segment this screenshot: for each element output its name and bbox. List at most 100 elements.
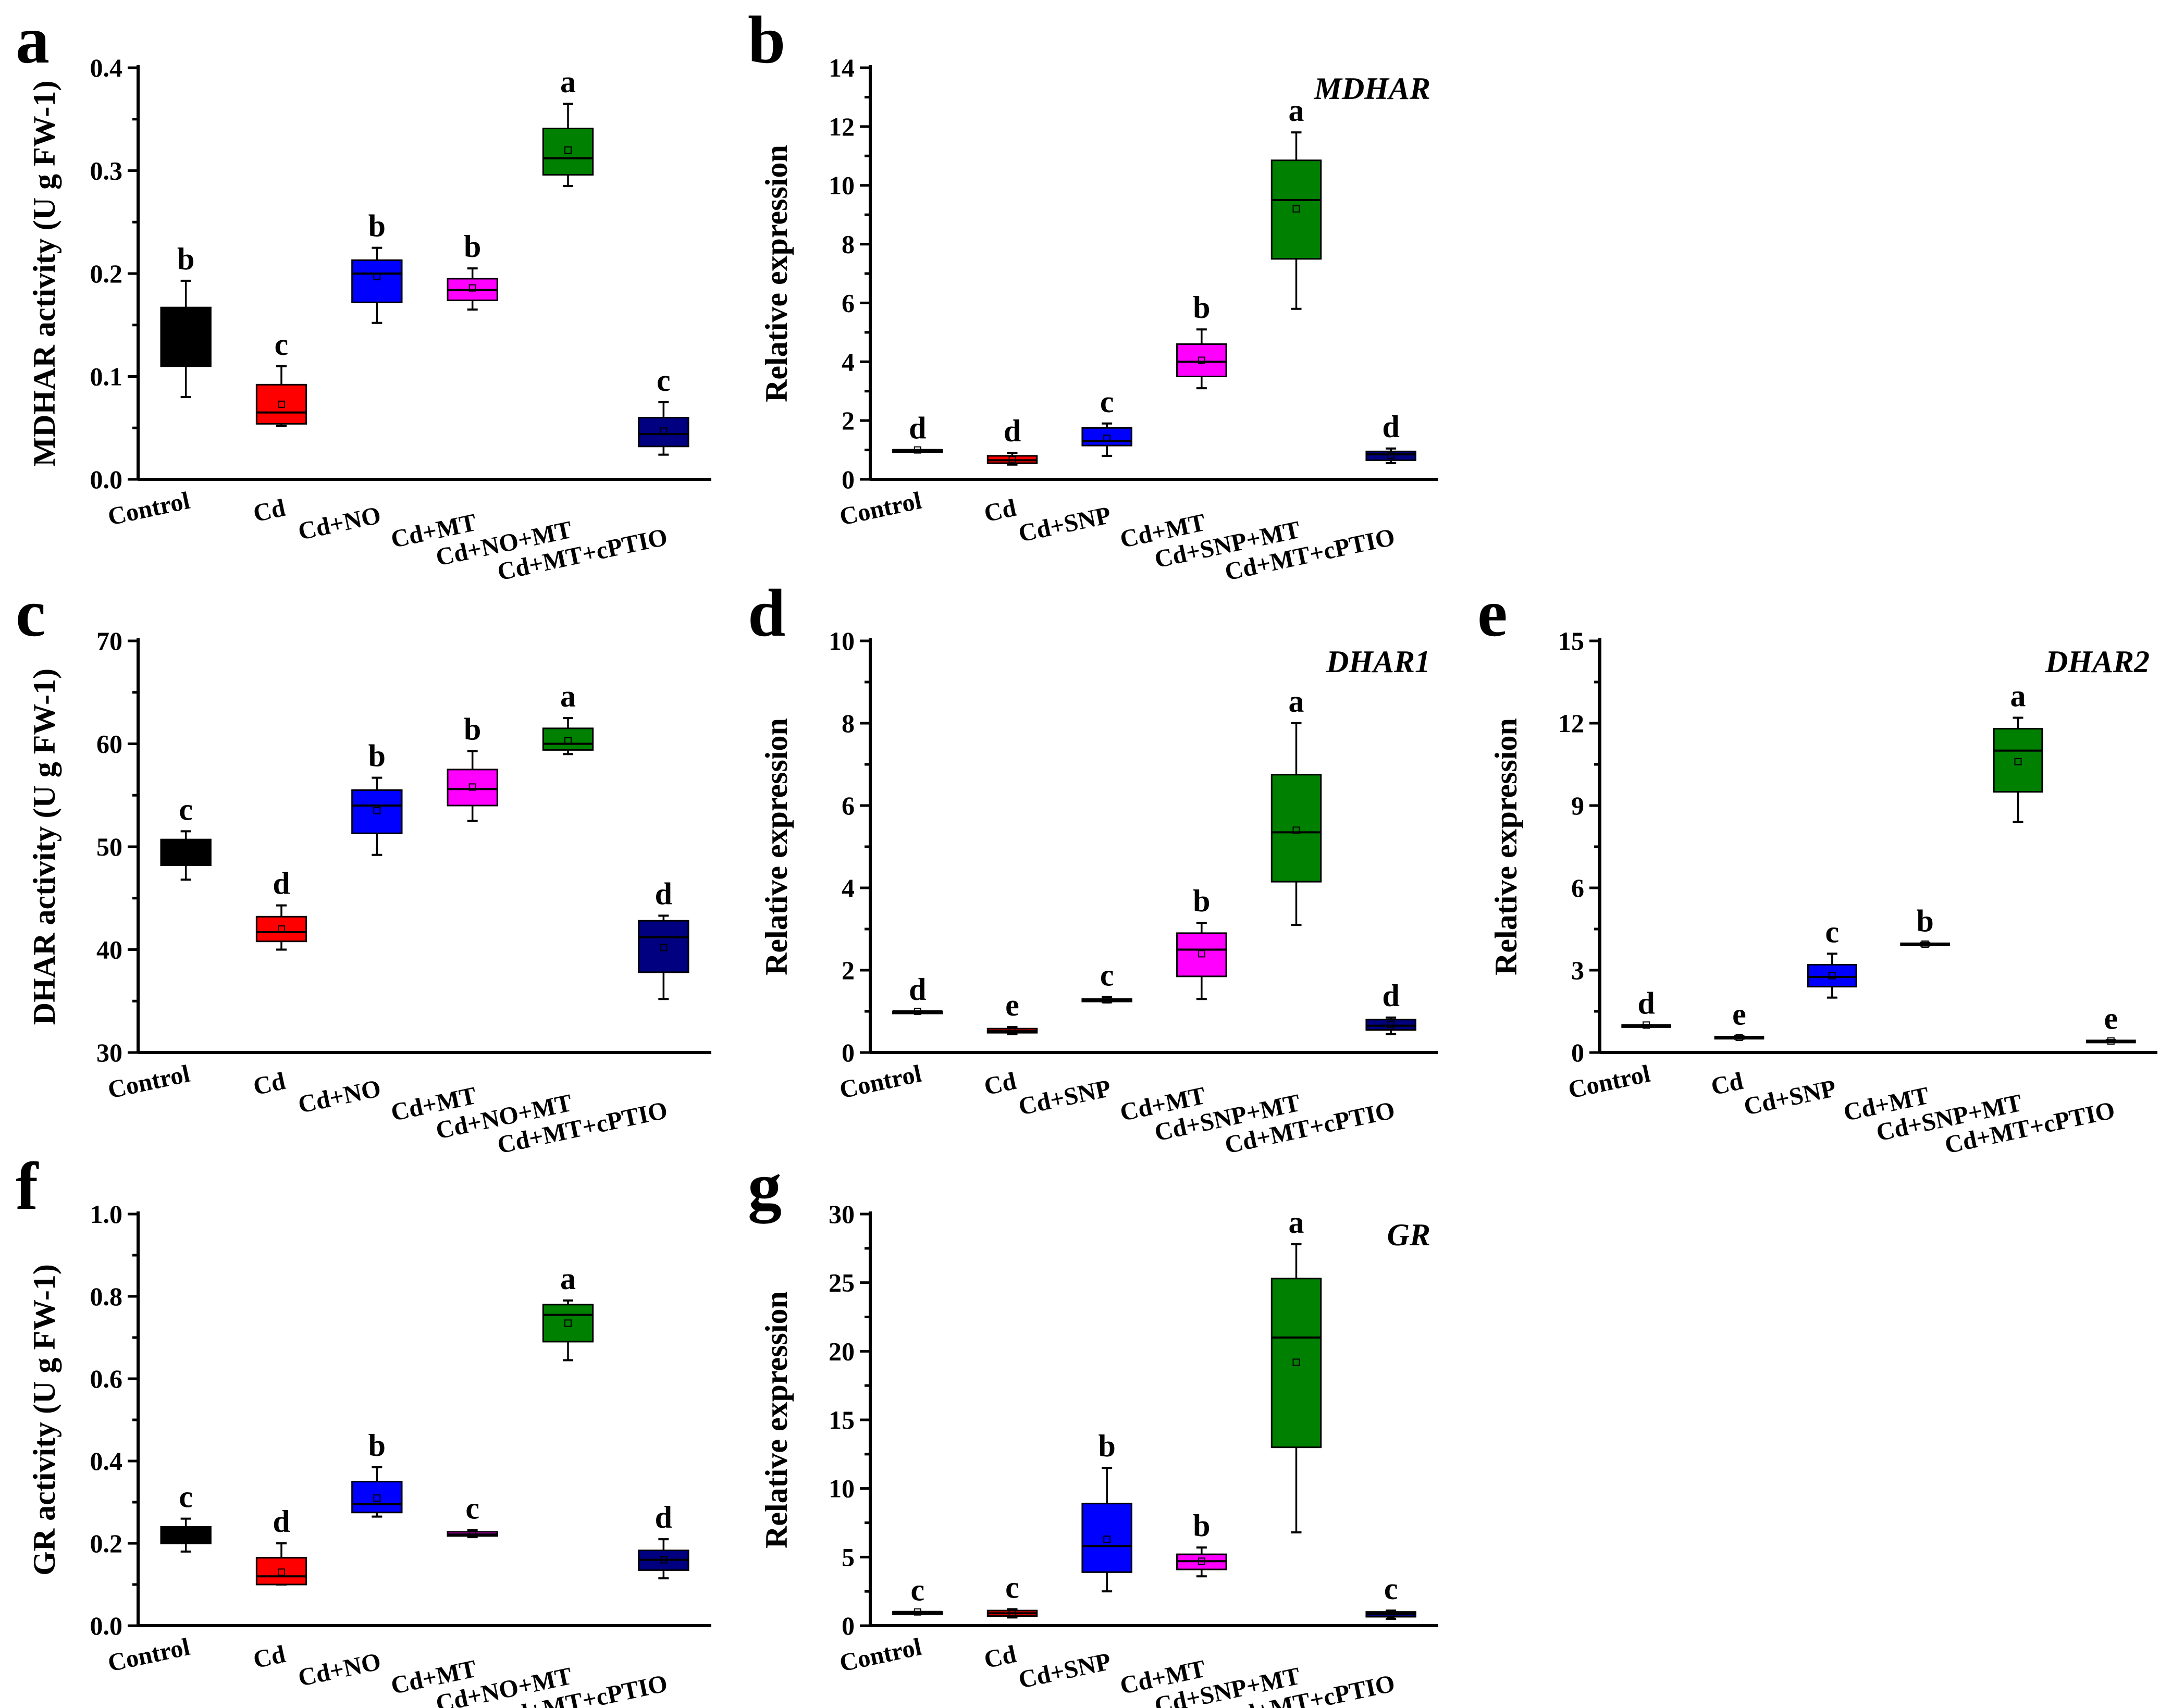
significance-letter: b — [1193, 884, 1210, 918]
box-a-5: c — [638, 363, 689, 456]
box-e-5: e — [2085, 1001, 2136, 1045]
significance-letter: a — [560, 679, 576, 713]
box-f-2: b — [351, 1428, 403, 1518]
mean-marker — [1292, 205, 1300, 213]
y-tick-label: 0 — [842, 1038, 855, 1067]
category-label: Cd — [251, 1067, 288, 1101]
box-a-0: b — [160, 242, 212, 398]
mean-marker — [373, 1494, 381, 1502]
significance-letter: a — [1289, 93, 1304, 128]
significance-letter: c — [179, 792, 193, 826]
box-d-4: a — [1270, 684, 1322, 926]
significance-letter: c — [1005, 1570, 1019, 1604]
box-d-1: e — [986, 988, 1038, 1035]
box-body — [542, 128, 594, 176]
y-tick-label: 10 — [829, 171, 855, 200]
chart-title: GR — [1387, 1218, 1430, 1252]
mean-marker — [660, 1556, 668, 1564]
significance-letter: c — [1100, 385, 1114, 419]
y-tick-label: 8 — [842, 709, 855, 738]
panel-letter: e — [1477, 576, 1508, 651]
y-tick-label: 8 — [842, 230, 855, 259]
y-tick-label: 6 — [842, 791, 855, 820]
y-axis-label: GR activity (U g FW-1) — [27, 1264, 61, 1576]
mean-marker — [2107, 1037, 2115, 1045]
box-c-4: a — [542, 679, 594, 756]
y-tick-label: 20 — [829, 1336, 855, 1366]
category-label: Cd+SNP — [1016, 1074, 1113, 1121]
y-tick-label: 0 — [1571, 1038, 1584, 1067]
y-axis-label: Relative expression — [759, 718, 794, 975]
y-tick-label: 0.2 — [90, 1529, 123, 1558]
category-label: Cd — [251, 1640, 288, 1674]
mean-marker — [660, 427, 668, 435]
y-axis-label: Relative expression — [1489, 718, 1523, 975]
y-tick-label: 0.1 — [90, 362, 123, 391]
significance-letter: b — [464, 229, 481, 264]
mean-marker — [1008, 456, 1016, 464]
mean-marker — [1103, 996, 1111, 1004]
mean-marker — [564, 146, 572, 154]
box-f-3: c — [447, 1491, 498, 1539]
category-label: Cd+NO — [295, 1074, 383, 1119]
box-d-3: b — [1176, 884, 1227, 1000]
box-body — [160, 306, 212, 367]
y-axis-label: Relative expression — [759, 145, 794, 402]
mean-marker — [914, 1608, 921, 1616]
box-body — [1081, 427, 1132, 447]
y-tick-label: 4 — [842, 873, 855, 902]
chart-title: DHAR1 — [1326, 645, 1430, 679]
box-body — [351, 789, 403, 834]
box-a-3: b — [447, 229, 498, 311]
box-g-5: c — [1365, 1571, 1416, 1620]
box-body — [638, 417, 689, 448]
panel-letter: b — [748, 3, 785, 78]
y-tick-label: 5 — [842, 1542, 855, 1571]
y-axis-label: MDHAR activity (U g FW-1) — [27, 81, 61, 467]
mean-marker — [1735, 1034, 1743, 1042]
mean-marker — [1198, 950, 1205, 958]
box-e-0: d — [1621, 986, 1672, 1029]
box-body — [1176, 343, 1227, 378]
mean-marker — [278, 1568, 285, 1576]
box-f-1: d — [255, 1504, 307, 1586]
y-axis-label: Relative expression — [759, 1291, 794, 1549]
significance-letter: c — [911, 1573, 925, 1607]
y-tick-label: 30 — [96, 1038, 122, 1067]
box-b-2: c — [1081, 385, 1132, 457]
mean-marker — [1103, 435, 1111, 442]
box-e-3: b — [1900, 903, 1951, 948]
mean-marker — [182, 848, 190, 856]
chart-title: DHAR2 — [2045, 645, 2150, 679]
significance-letter: c — [1384, 1571, 1398, 1606]
category-label: Cd — [982, 494, 1019, 528]
significance-letter: b — [1193, 290, 1210, 325]
significance-letter: c — [1100, 958, 1114, 992]
mean-marker — [914, 1008, 921, 1015]
mean-marker — [1828, 972, 1836, 980]
mean-marker — [373, 273, 381, 280]
mean-marker — [1008, 1027, 1016, 1035]
box-d-0: d — [892, 972, 943, 1015]
y-tick-label: 30 — [829, 1199, 855, 1229]
box-c-5: d — [638, 876, 689, 1000]
y-axis-label: DHAR activity (U g FW-1) — [27, 669, 61, 1025]
significance-letter: c — [465, 1491, 479, 1526]
mean-marker — [1387, 1021, 1395, 1029]
significance-letter: d — [909, 972, 926, 1007]
y-tick-label: 2 — [842, 406, 855, 435]
box-body — [542, 1304, 594, 1343]
box-g-2: b — [1081, 1429, 1132, 1593]
mean-marker — [1292, 826, 1300, 834]
mean-marker — [564, 1319, 572, 1327]
significance-letter: b — [368, 209, 386, 243]
box-b-0: d — [892, 411, 943, 454]
y-tick-label: 0.3 — [90, 156, 123, 185]
box-body — [1807, 963, 1857, 988]
y-tick-label: 40 — [96, 935, 122, 964]
significance-letter: b — [464, 712, 481, 746]
